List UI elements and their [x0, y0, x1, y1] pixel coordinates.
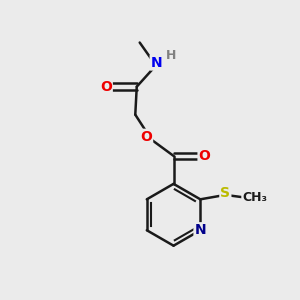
Text: O: O — [100, 80, 112, 94]
Text: O: O — [140, 130, 152, 144]
Text: CH₃: CH₃ — [242, 191, 267, 204]
Text: H: H — [166, 49, 176, 62]
Text: O: O — [199, 149, 210, 163]
Text: S: S — [220, 186, 230, 200]
Text: N: N — [194, 223, 206, 237]
Text: N: N — [151, 56, 162, 70]
